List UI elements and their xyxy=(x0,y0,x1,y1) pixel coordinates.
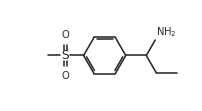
Text: S: S xyxy=(61,49,68,62)
Text: O: O xyxy=(61,30,69,40)
Text: NH$_2$: NH$_2$ xyxy=(155,25,175,39)
Text: O: O xyxy=(61,71,69,81)
